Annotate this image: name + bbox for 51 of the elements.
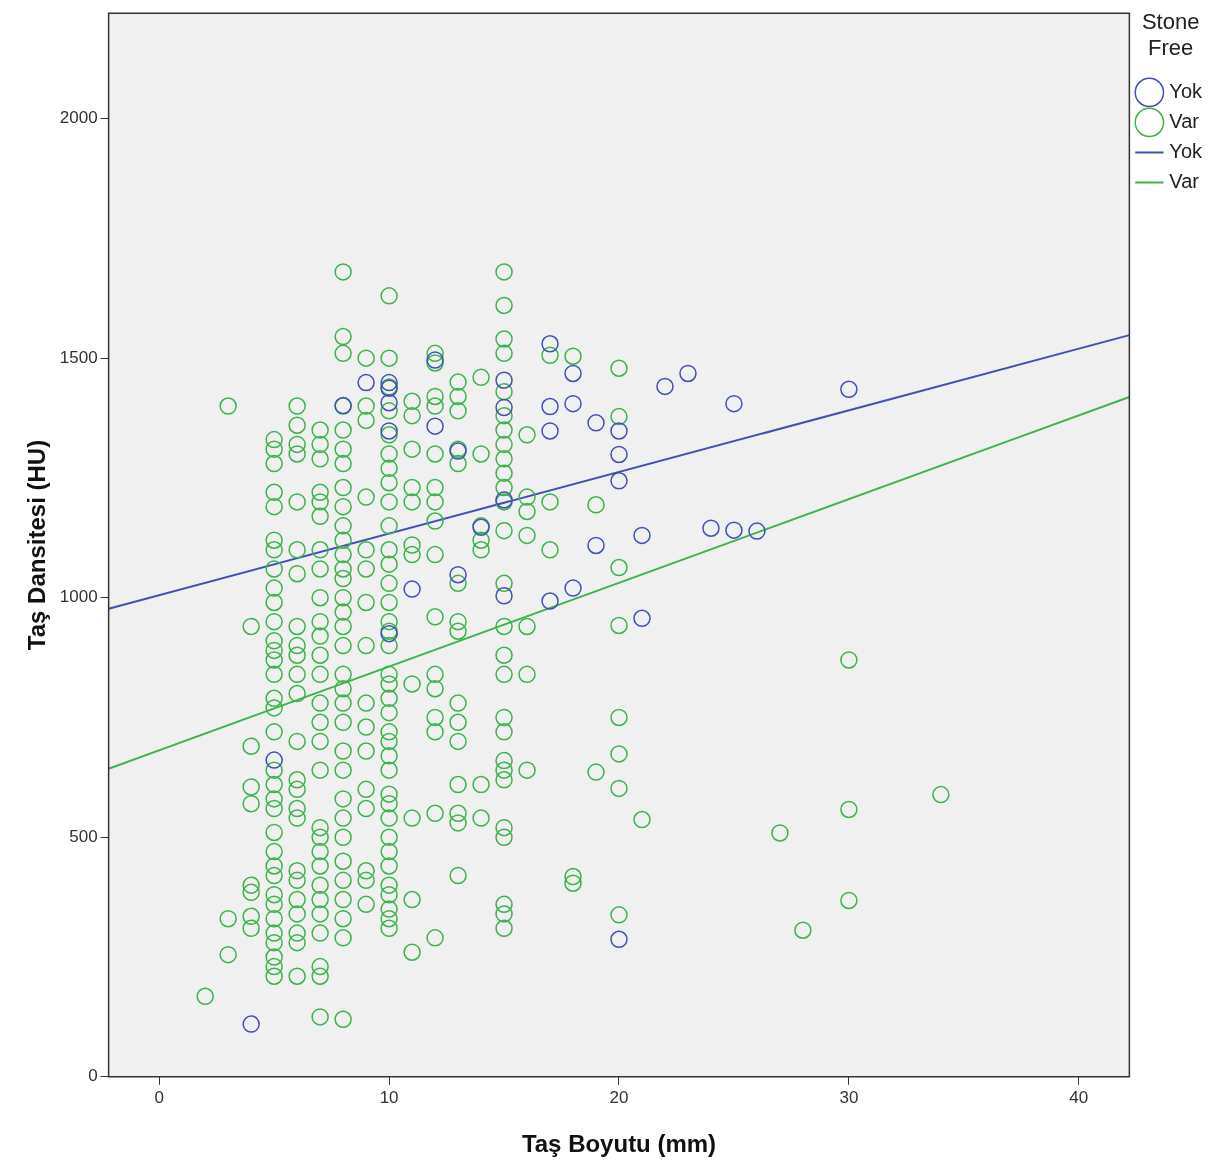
x-tick-label: 0	[154, 1087, 164, 1107]
point	[495, 398, 513, 417]
legend-label: Var	[1169, 109, 1200, 132]
x-tick-label: 40	[1069, 1087, 1089, 1107]
point	[380, 422, 398, 440]
y-tick-label: 0	[88, 1066, 98, 1086]
point	[265, 751, 283, 769]
x-tick-label: 30	[839, 1087, 859, 1107]
y-tick-label: 1000	[59, 587, 98, 607]
point	[495, 371, 513, 389]
point	[242, 1015, 260, 1033]
point	[748, 522, 766, 540]
legend-label: Var	[1169, 169, 1200, 192]
legend-title: Stone Free	[1141, 9, 1200, 61]
y-tick-label: 2000	[59, 108, 98, 128]
point	[449, 565, 467, 584]
point	[587, 414, 605, 432]
y-tick-label: 1500	[59, 347, 98, 367]
point	[403, 580, 421, 598]
point	[633, 526, 651, 545]
y-tick-label: 500	[69, 826, 98, 846]
point	[541, 335, 559, 353]
point	[725, 521, 743, 539]
point	[357, 373, 375, 392]
y-axis-title: Taş Dansitesi (HU)	[23, 439, 51, 651]
point	[564, 394, 582, 413]
point	[679, 364, 697, 383]
point	[610, 422, 628, 440]
point	[380, 393, 398, 412]
point	[610, 472, 628, 490]
x-axis-title: Taş Boyutu (mm)	[521, 1130, 717, 1158]
point	[564, 364, 582, 383]
x-tick-label: 20	[609, 1087, 629, 1107]
point	[541, 397, 559, 416]
point	[840, 380, 858, 399]
point	[495, 587, 513, 605]
point	[564, 579, 582, 597]
point	[702, 519, 720, 537]
point	[610, 445, 628, 464]
point	[426, 417, 444, 435]
point	[541, 422, 559, 440]
point	[633, 609, 651, 628]
point	[587, 536, 605, 555]
point	[610, 930, 628, 949]
x-tick-label: 10	[379, 1087, 399, 1107]
point	[725, 394, 743, 413]
legend-label: Yok	[1169, 139, 1203, 162]
point	[656, 377, 674, 396]
point	[541, 592, 559, 610]
point	[380, 373, 398, 392]
legend-label: Yok	[1169, 79, 1203, 102]
